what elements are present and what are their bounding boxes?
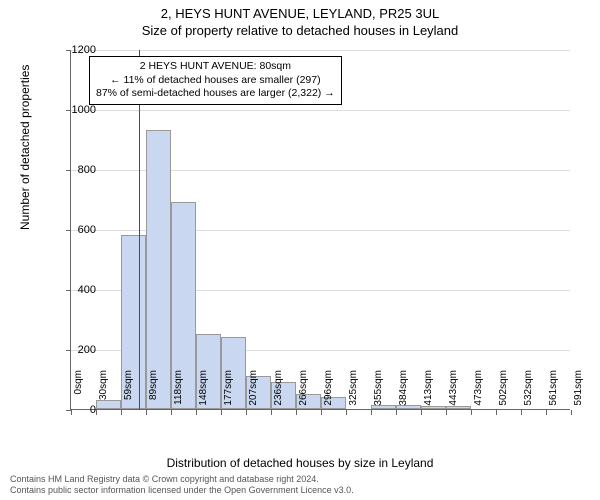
x-tick-mark — [421, 410, 422, 415]
footer-line-2: Contains public sector information licen… — [10, 485, 354, 497]
x-tick-label: 413sqm — [423, 370, 434, 414]
x-tick-mark — [546, 410, 547, 415]
y-tick-label: 800 — [56, 164, 96, 176]
x-tick-mark — [171, 410, 172, 415]
x-tick-label: 561sqm — [548, 370, 559, 414]
x-tick-mark — [221, 410, 222, 415]
x-tick-label: 325sqm — [348, 370, 359, 414]
x-tick-label: 177sqm — [223, 370, 234, 414]
x-tick-mark — [571, 410, 572, 415]
x-tick-mark — [246, 410, 247, 415]
x-tick-mark — [196, 410, 197, 415]
y-axis-label: Number of detached properties — [18, 65, 32, 230]
grid-line — [71, 50, 570, 51]
x-tick-label: 296sqm — [323, 370, 334, 414]
footer-line-1: Contains HM Land Registry data © Crown c… — [10, 474, 354, 486]
y-tick-label: 1200 — [56, 44, 96, 56]
x-tick-label: 207sqm — [248, 370, 259, 414]
x-tick-mark — [471, 410, 472, 415]
x-tick-label: 532sqm — [523, 370, 534, 414]
annotation-line-3: 87% of semi-detached houses are larger (… — [96, 87, 335, 101]
x-tick-mark — [496, 410, 497, 415]
x-tick-label: 30sqm — [98, 370, 109, 414]
x-tick-label: 502sqm — [498, 370, 509, 414]
x-tick-mark — [446, 410, 447, 415]
x-tick-mark — [321, 410, 322, 415]
x-tick-label: 384sqm — [398, 370, 409, 414]
y-tick-label: 600 — [56, 224, 96, 236]
x-tick-mark — [371, 410, 372, 415]
x-tick-label: 236sqm — [273, 370, 284, 414]
annotation-line-1: 2 HEYS HUNT AVENUE: 80sqm — [96, 60, 335, 74]
x-tick-mark — [521, 410, 522, 415]
page-title: 2, HEYS HUNT AVENUE, LEYLAND, PR25 3UL — [0, 0, 600, 21]
x-tick-mark — [296, 410, 297, 415]
x-tick-label: 59sqm — [123, 370, 134, 414]
x-tick-label: 0sqm — [73, 370, 84, 414]
x-tick-label: 443sqm — [448, 370, 459, 414]
x-tick-mark — [146, 410, 147, 415]
x-tick-label: 591sqm — [573, 370, 584, 414]
x-tick-mark — [396, 410, 397, 415]
footer-credits: Contains HM Land Registry data © Crown c… — [10, 474, 354, 497]
x-tick-label: 118sqm — [173, 370, 184, 414]
annotation-box: 2 HEYS HUNT AVENUE: 80sqm ← 11% of detac… — [89, 56, 342, 105]
x-tick-label: 89sqm — [148, 370, 159, 414]
histogram-chart: 2 HEYS HUNT AVENUE: 80sqm ← 11% of detac… — [70, 50, 570, 410]
x-tick-label: 266sqm — [298, 370, 309, 414]
annotation-line-2: ← 11% of detached houses are smaller (29… — [96, 74, 335, 88]
x-axis-label: Distribution of detached houses by size … — [0, 456, 600, 470]
x-tick-mark — [121, 410, 122, 415]
x-tick-label: 355sqm — [373, 370, 384, 414]
x-tick-label: 473sqm — [473, 370, 484, 414]
page-subtitle: Size of property relative to detached ho… — [0, 21, 600, 38]
y-tick-label: 200 — [56, 344, 96, 356]
x-tick-mark — [271, 410, 272, 415]
grid-line — [71, 110, 570, 111]
x-tick-mark — [96, 410, 97, 415]
histogram-bar — [146, 130, 171, 409]
y-tick-label: 400 — [56, 284, 96, 296]
x-tick-mark — [346, 410, 347, 415]
x-tick-label: 148sqm — [198, 370, 209, 414]
y-tick-label: 1000 — [56, 104, 96, 116]
